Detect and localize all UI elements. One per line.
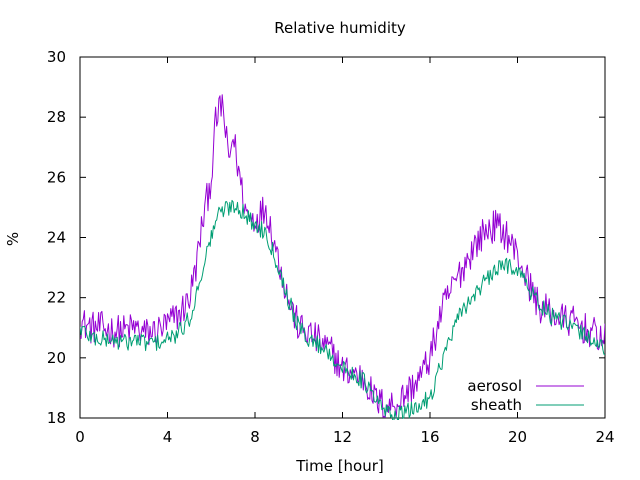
y-tick-label: 26 [47,168,66,186]
y-tick-label: 28 [47,108,66,126]
series-lines [80,94,605,420]
x-tick-label: 20 [508,428,527,446]
y-tick-label: 30 [47,48,66,66]
ticks: 0 4 8 12 16 20 24 18 20 22 24 26 28 30 [47,48,615,446]
series-line-sheath [80,199,605,420]
y-tick-label: 22 [47,289,66,307]
legend-label-sheath: sheath [471,396,522,414]
y-axis-label: % [4,232,22,246]
y-tick-label: 20 [47,349,66,367]
y-tick-label: 24 [47,229,66,247]
legend-label-aerosol: aerosol [467,377,522,395]
x-tick-label: 0 [75,428,85,446]
x-tick-label: 24 [595,428,614,446]
y-tick-label: 18 [47,409,66,427]
series-line-aerosol [80,94,605,419]
x-tick-label: 16 [420,428,439,446]
x-tick-label: 8 [250,428,260,446]
x-tick-label: 4 [163,428,173,446]
chart-title: Relative humidity [274,19,406,37]
x-tick-label: 12 [333,428,352,446]
x-axis-label: Time [hour] [295,457,384,475]
